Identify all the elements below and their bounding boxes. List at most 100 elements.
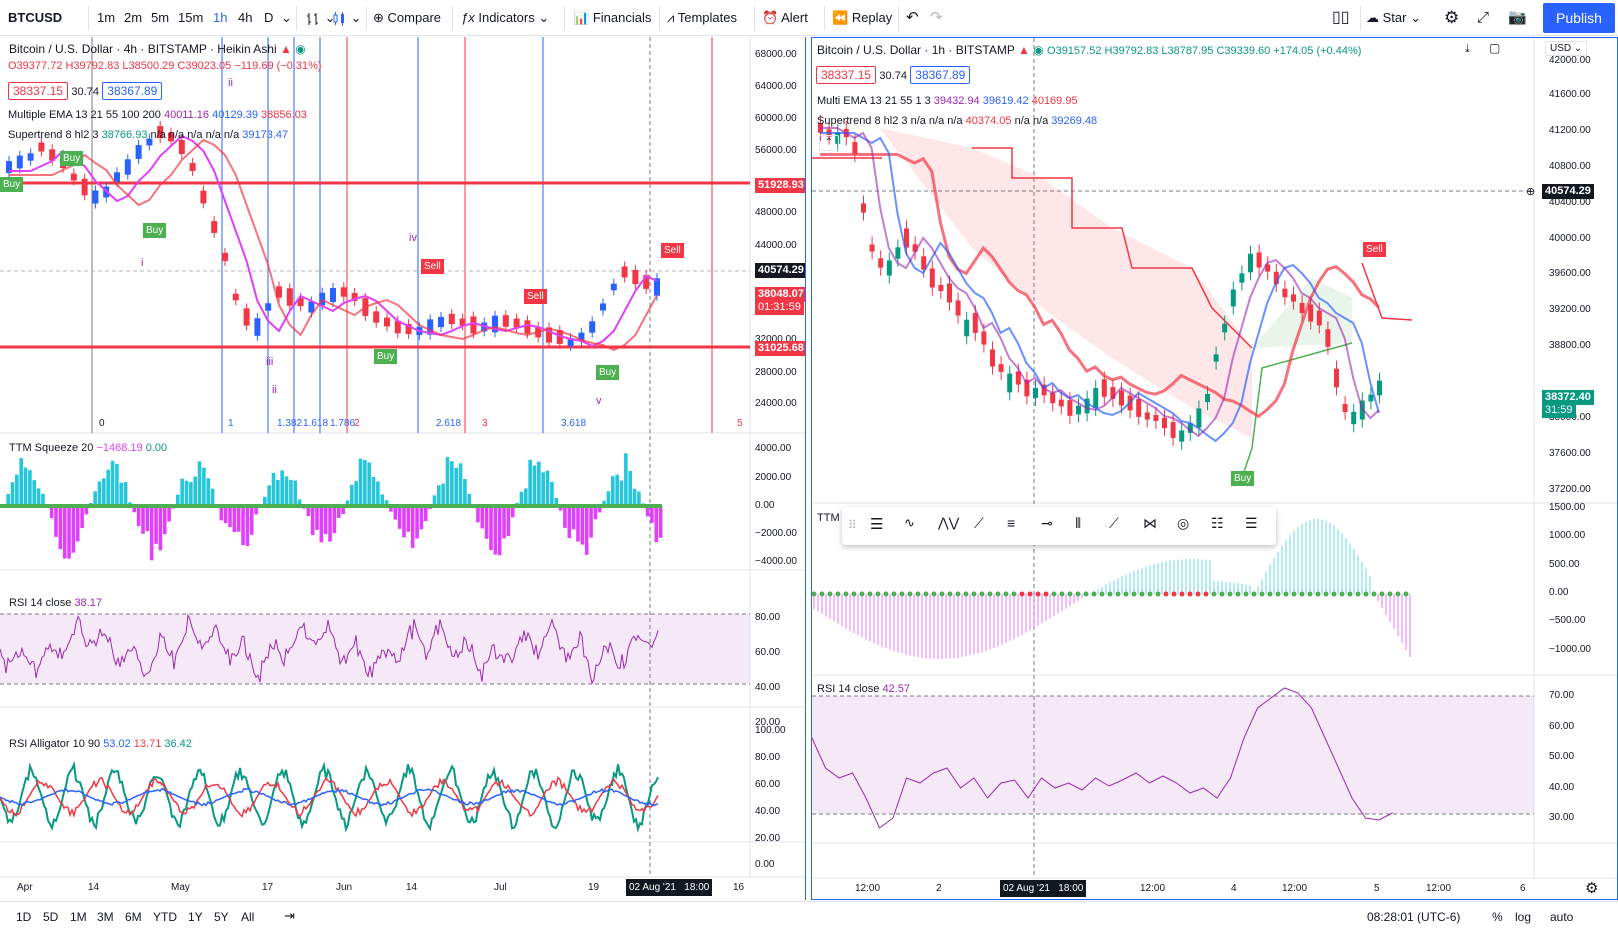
right-rsi-tick: 30.00	[1549, 812, 1575, 823]
left-ask[interactable]: 38367.89	[102, 82, 163, 100]
channel-icon[interactable]: ≡	[1007, 515, 1016, 531]
ttm-dot	[1123, 591, 1129, 597]
fib-retracement-icon[interactable]: ☷	[1211, 515, 1224, 531]
vertical-lines-icon[interactable]: ⦀	[1075, 515, 1082, 531]
indicators-button[interactable]: ƒx Indicators ⌄	[461, 10, 550, 25]
chart-settings-gear-icon[interactable]: ⚙	[1585, 880, 1599, 897]
publish-button[interactable]: Publish	[1543, 3, 1615, 33]
compare-button[interactable]: ⊕ Compare	[373, 10, 441, 25]
right-ema-legend: Multi EMA 13 21 55 1 3 39432.94 39619.42…	[817, 95, 1078, 107]
candle-body	[297, 297, 304, 307]
candle-body	[1230, 289, 1236, 307]
replay-button[interactable]: ⏪ Replay	[832, 10, 893, 25]
range-ytd[interactable]: YTD	[153, 910, 177, 924]
ttm-dot	[819, 591, 825, 597]
goto-date-icon[interactable]: ⇥	[284, 908, 295, 923]
plus-circle-icon: ⊕	[373, 10, 384, 25]
left-chart-canvas[interactable]	[0, 37, 806, 900]
ttm-bar	[489, 506, 493, 551]
ttm-bar	[71, 506, 76, 553]
ttm-bar	[306, 506, 311, 516]
percent-toggle[interactable]: %	[1492, 910, 1503, 924]
ray-icon[interactable]: ⟋	[1109, 515, 1119, 531]
ttm-dot	[1243, 591, 1249, 597]
range-1d[interactable]: 1D	[16, 910, 32, 924]
trendline-icon[interactable]: ⟋	[974, 515, 984, 531]
ttm-dot	[1395, 591, 1401, 597]
right-chart-pane[interactable]: Bitcoin / U.S. Dollar · 1h · BITSTAMP ▲ …	[811, 37, 1618, 900]
bar-style-icon[interactable]: ⌄	[305, 0, 336, 36]
ttm-dot	[979, 591, 985, 597]
right-bid[interactable]: 38337.15	[816, 66, 877, 84]
redo-icon[interactable]: ↷	[930, 9, 943, 26]
interval-dropdown-icon[interactable]: ⌄	[281, 10, 292, 25]
right-rsi-tick: 60.00	[1549, 721, 1575, 732]
range-6m[interactable]: 6M	[125, 910, 142, 924]
clock-label[interactable]: 08:28:01 (UTC-6)	[1367, 910, 1461, 924]
templates-button[interactable]: ⩘ Templates	[667, 10, 737, 25]
right-chart-canvas[interactable]	[812, 38, 1618, 900]
ttm-bar	[502, 506, 506, 539]
add-alert-plus-icon[interactable]: ⊕	[1526, 186, 1536, 198]
fib-label: 1.786	[330, 418, 356, 429]
range-1y[interactable]: 1Y	[188, 910, 203, 924]
range-5y[interactable]: 5Y	[214, 910, 229, 924]
drag-handle-icon[interactable]: ⠿	[848, 518, 857, 532]
ttm-bar	[541, 472, 545, 506]
candle-body	[904, 228, 909, 248]
range-3m[interactable]: 3M	[97, 910, 114, 924]
left-bid[interactable]: 38337.15	[8, 82, 69, 100]
ttm-bar	[384, 500, 389, 506]
left-chart-pane[interactable]: Bitcoin / U.S. Dollar · 4h · BITSTAMP · …	[0, 37, 806, 900]
fullscreen-icon[interactable]: ⤢	[1477, 9, 1490, 26]
auto-toggle[interactable]: auto	[1550, 910, 1574, 924]
candle-body	[222, 252, 228, 262]
interval-2m[interactable]: 2m	[124, 10, 143, 25]
interval-d[interactable]: D	[264, 10, 274, 25]
range-1m[interactable]: 1M	[70, 910, 87, 924]
fib-extension-icon[interactable]: ☰	[1245, 515, 1258, 531]
undo-icon[interactable]: ↶	[906, 9, 919, 26]
lines-tool-icon[interactable]: ☰	[870, 516, 884, 533]
interval-4h[interactable]: 4h	[238, 10, 253, 25]
ttm-dot	[947, 591, 953, 597]
right-time-tick: 12:00	[855, 883, 881, 894]
collapse-legend-icon[interactable]: ⌃	[819, 135, 839, 151]
interval-5m[interactable]: 5m	[151, 10, 170, 25]
left-price-tick: 24000.00	[755, 398, 797, 409]
buy-signal: Buy	[60, 151, 84, 166]
settings-gear-icon[interactable]: ⚙	[1444, 8, 1460, 27]
fib-spiral-icon[interactable]: ◎	[1177, 515, 1190, 531]
alert-button[interactable]: ⏰ Alert	[762, 10, 808, 25]
symbol-search[interactable]: BTCUSD	[8, 10, 63, 25]
financials-button[interactable]: 📊 Financials	[573, 10, 652, 25]
currency-select[interactable]: USD ⌄	[1545, 41, 1588, 56]
ttm-bar	[584, 506, 589, 555]
ttm-bar	[410, 506, 415, 548]
layout-icon[interactable]: ▯▯	[1332, 9, 1350, 26]
maximize-pane-icon[interactable]: ▢	[1489, 41, 1501, 55]
candle-body	[438, 316, 444, 328]
camera-icon[interactable]: 📷	[1508, 9, 1527, 26]
scroll-down-icon[interactable]: ⤓	[1465, 43, 1470, 55]
candle-style-icon[interactable]: ⌄	[331, 0, 362, 36]
range-5d[interactable]: 5D	[43, 910, 59, 924]
star-button[interactable]: ☁ Star ⌄	[1366, 10, 1421, 25]
ttm-bar	[419, 506, 424, 530]
elliott-wave-icon[interactable]: ∿	[904, 515, 915, 530]
left-price-tick: 28000.00	[755, 367, 797, 378]
sell-signal: Sell	[524, 289, 547, 304]
interval-1h[interactable]: 1h	[213, 10, 228, 25]
horizontal-ray-icon[interactable]: ⊸	[1041, 515, 1053, 531]
log-toggle[interactable]: log	[1515, 910, 1532, 924]
abcd-pattern-icon[interactable]: ⋀⋁	[938, 515, 960, 530]
supertrend-fill	[880, 128, 1252, 438]
wave-label: iii	[266, 356, 274, 368]
range-all[interactable]: All	[241, 910, 255, 924]
interval-1m[interactable]: 1m	[97, 10, 116, 25]
right-ask[interactable]: 38367.89	[910, 66, 971, 84]
interval-15m[interactable]: 15m	[178, 10, 204, 25]
xabcd-pattern-icon[interactable]: ⋈	[1143, 515, 1157, 531]
fib-label: 5	[737, 418, 743, 429]
right-ttm-tick: 1000.00	[1549, 530, 1586, 541]
